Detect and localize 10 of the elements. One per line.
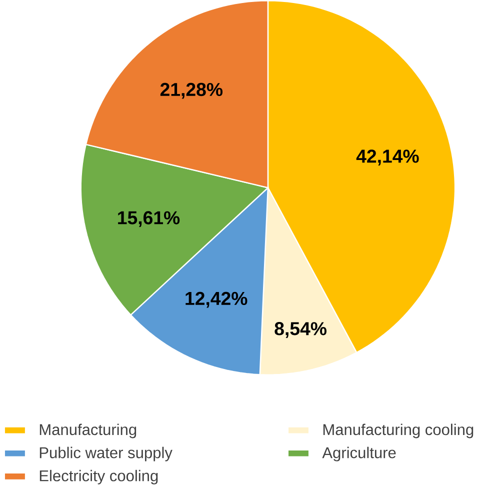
legend-label: Electricity cooling bbox=[40, 470, 158, 484]
legend-label: Agriculture bbox=[322, 446, 396, 462]
data-label: 12,42% bbox=[185, 292, 248, 308]
legend-label: Manufacturing cooling bbox=[323, 424, 473, 438]
data-label: 15,61% bbox=[118, 211, 180, 228]
data-label: 21,28% bbox=[160, 82, 222, 99]
legend-label: Public water supply bbox=[40, 446, 172, 462]
data-label: 42,14% bbox=[356, 150, 419, 166]
data-label: 8,54% bbox=[274, 322, 326, 338]
legend-label: Manufacturing bbox=[40, 424, 136, 438]
